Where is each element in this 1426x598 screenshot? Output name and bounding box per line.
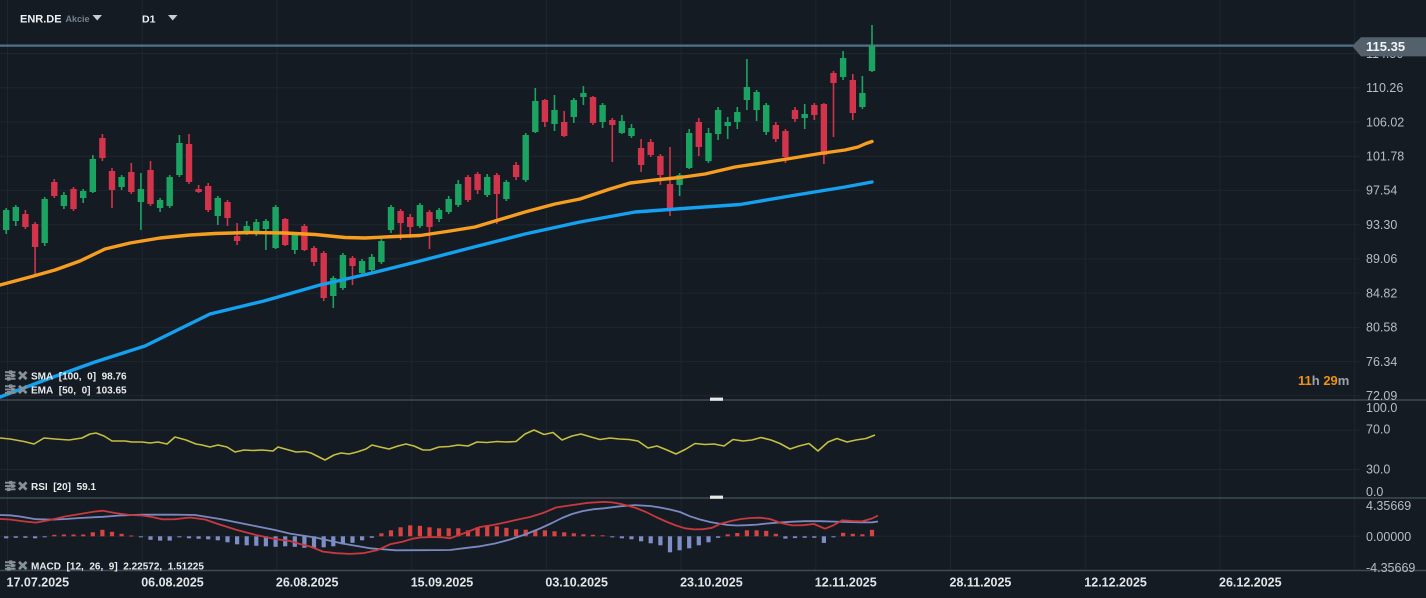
svg-text:06.08.2025: 06.08.2025 (141, 576, 204, 590)
svg-text:11h 29m: 11h 29m (1298, 373, 1349, 388)
svg-text:89.06: 89.06 (1366, 252, 1397, 266)
svg-text:03.10.2025: 03.10.2025 (545, 576, 608, 590)
svg-text:4.35669: 4.35669 (1366, 499, 1411, 513)
svg-text:72.09: 72.09 (1366, 389, 1397, 403)
svg-text:110.26: 110.26 (1366, 81, 1403, 95)
svg-text:12.12.2025: 12.12.2025 (1084, 576, 1147, 590)
svg-text:26.08.2025: 26.08.2025 (276, 576, 339, 590)
svg-text:101.78: 101.78 (1366, 150, 1404, 164)
svg-text:15.09.2025: 15.09.2025 (411, 576, 474, 590)
svg-text:106.02: 106.02 (1366, 115, 1404, 129)
svg-text:76.34: 76.34 (1366, 355, 1397, 369)
svg-text:23.10.2025: 23.10.2025 (680, 576, 743, 590)
svg-text:115.35: 115.35 (1366, 39, 1405, 54)
svg-text:80.58: 80.58 (1366, 321, 1397, 335)
svg-text:93.30: 93.30 (1366, 218, 1397, 232)
svg-text:EMA [50, 0] 103.65: EMA [50, 0] 103.65 (31, 386, 127, 397)
svg-text:26.12.2025: 26.12.2025 (1219, 576, 1282, 590)
svg-text:ENR.DE: ENR.DE (20, 14, 62, 26)
svg-text:100.0: 100.0 (1366, 401, 1397, 415)
svg-text:28.11.2025: 28.11.2025 (950, 576, 1012, 590)
svg-text:70.0: 70.0 (1366, 422, 1390, 436)
svg-text:12.11.2025: 12.11.2025 (815, 576, 877, 590)
svg-text:0.0: 0.0 (1366, 485, 1383, 499)
svg-text:MACD [12, 26, 9] 2.22572,: MACD [12, 26, 9] 2.22572, 1.51225 (31, 562, 204, 573)
svg-text:84.82: 84.82 (1366, 286, 1397, 300)
svg-text:Akcie: Akcie (66, 14, 90, 24)
svg-text:97.54: 97.54 (1366, 184, 1397, 198)
svg-text:RSI [20] 59.1: RSI [20] 59.1 (31, 482, 96, 493)
svg-text:17.07.2025: 17.07.2025 (7, 576, 70, 590)
svg-text:-4.35669: -4.35669 (1366, 561, 1415, 575)
svg-text:30.0: 30.0 (1366, 462, 1390, 476)
svg-text:0.00000: 0.00000 (1366, 530, 1411, 544)
svg-text:SMA [100, 0] 98.76: SMA [100, 0] 98.76 (31, 372, 127, 383)
svg-text:D1: D1 (142, 14, 156, 26)
